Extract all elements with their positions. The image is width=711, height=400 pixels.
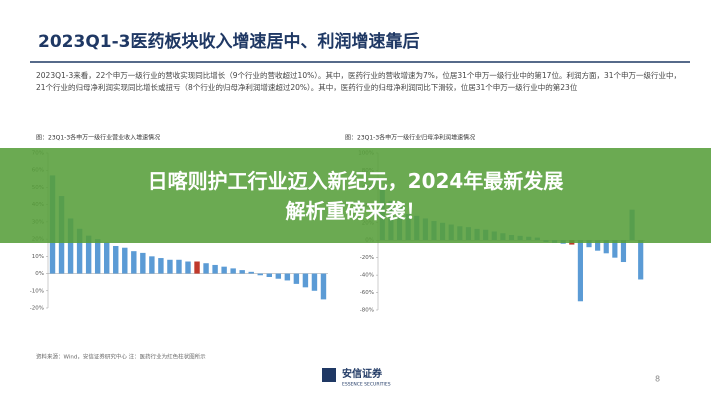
bar (212, 264, 218, 274)
chart-title: 图：23Q1-3各申万一级行业营业收入增速情况 (36, 134, 160, 142)
bar (76, 228, 83, 274)
y-tick-label: -20% (360, 255, 374, 261)
bar (131, 251, 137, 274)
y-tick-label: 0% (35, 271, 44, 277)
bar (620, 240, 627, 263)
y-tick-label: -40% (360, 273, 374, 279)
bullet-box: 2023Q1-3来看，22个申万一级行业的营收实现同比增长（9个行业的营收超过1… (36, 71, 681, 92)
y-tick-label: -60% (360, 290, 374, 296)
bar (302, 273, 309, 288)
y-tick-label: -80% (360, 308, 374, 314)
bar (149, 256, 155, 274)
banner-line: 日喀则护工行业迈入新纪元，2024年最新发展 (147, 168, 564, 193)
bar (595, 240, 601, 251)
bar (284, 273, 291, 281)
bar (586, 240, 592, 248)
bar (176, 259, 182, 274)
bar (158, 258, 164, 274)
page-number: 8 (655, 375, 660, 384)
bar (221, 266, 227, 274)
bar (257, 273, 263, 276)
source-note: 资料来源：Wind，安信证券研究中心 注：医药行业为红色柱状图所示 (36, 353, 206, 361)
bar (194, 261, 200, 274)
banner-line: 解析重磅来袭！ (285, 198, 426, 223)
bar (94, 239, 101, 274)
bar (167, 259, 173, 274)
bar (239, 270, 245, 274)
y-tick-label: -20% (30, 306, 44, 312)
bar (577, 240, 583, 302)
bar (67, 218, 74, 274)
logo-text: 安信证券 (342, 367, 383, 380)
bar (603, 240, 609, 254)
bar (320, 273, 327, 300)
bar (638, 240, 644, 280)
bar (140, 252, 146, 274)
bar (122, 247, 128, 274)
bar (203, 263, 209, 274)
y-tick-label: 10% (32, 254, 44, 260)
bar (85, 235, 92, 274)
bar (293, 273, 300, 284)
bar (311, 273, 318, 291)
bullet-text: 2023Q1-3来看，22个申万一级行业的营收实现同比增长（9个行业的营收超过1… (36, 71, 681, 92)
bar (113, 246, 119, 274)
bar (266, 273, 272, 277)
bar (230, 268, 236, 274)
bar (248, 271, 254, 274)
slide-title: 2023Q1-3医药板块收入增速居中、利润增速靠后 (38, 31, 419, 52)
bar (275, 273, 282, 279)
bar (104, 242, 110, 274)
y-tick-label: -10% (30, 288, 44, 294)
bar (185, 261, 191, 274)
chart-title: 图：23Q1-3各申万一级行业归母净利润增速情况 (345, 134, 475, 142)
logo-subtext: ESSENCE SECURITIES (342, 382, 391, 388)
bar (612, 240, 618, 258)
logo-icon (322, 368, 336, 382)
banner: 日喀则护工行业迈入新纪元，2024年最新发展 解析重磅来袭！ (0, 148, 711, 243)
